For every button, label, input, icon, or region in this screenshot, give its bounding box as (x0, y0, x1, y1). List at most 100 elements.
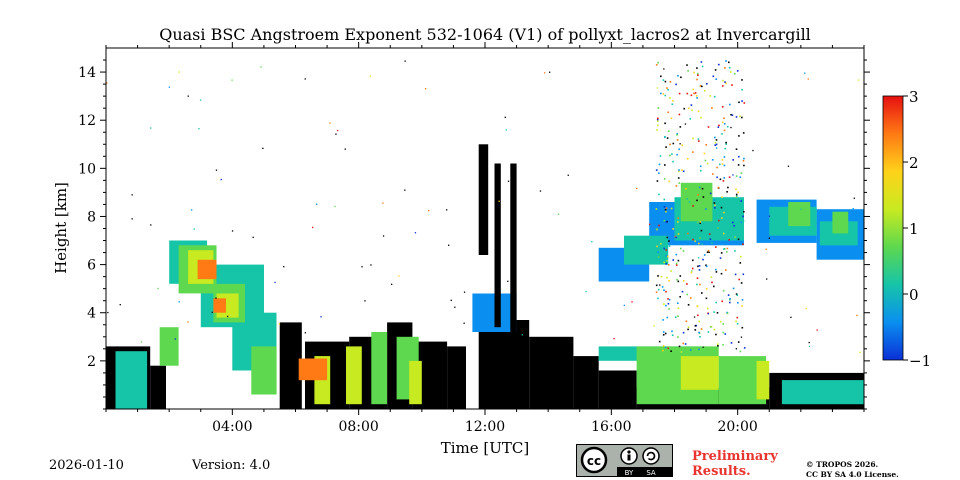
cloud-pixel (662, 345, 665, 347)
cloud-pixel (687, 107, 690, 110)
cloud-pixel (706, 251, 709, 253)
cloud-pixel (671, 153, 673, 155)
cloud-pixel (725, 143, 727, 145)
y-tick-label: 14 (78, 65, 96, 81)
cloud-pixel (666, 236, 669, 239)
cloud-pixel (677, 221, 679, 223)
cloud-pixel (709, 326, 712, 328)
cloud-pixel (671, 103, 674, 105)
cloud-pixel (682, 170, 685, 173)
cloud-pixel (714, 207, 716, 209)
cloud-pixel (671, 330, 673, 333)
cloud-pixel (697, 138, 700, 140)
cloud-pixel (728, 176, 731, 178)
cloud-pixel (743, 347, 746, 349)
cloud-pixel (721, 163, 724, 165)
cloud-pixel (736, 195, 738, 197)
cloud-pixel (361, 266, 363, 268)
cloud-pixel (734, 236, 736, 238)
cc-by-label: BY (625, 469, 634, 476)
cloud-pixel (675, 185, 678, 187)
cloud-pixel (742, 132, 745, 134)
heatmap-cell (251, 346, 277, 395)
cloud-pixel (704, 159, 707, 162)
cloud-pixel (717, 345, 719, 347)
cloud-pixel (735, 196, 738, 198)
y-tick-label: 12 (78, 113, 96, 129)
cloud-pixel (676, 133, 679, 135)
license-line-2: CC BY SA 4.0 License. (806, 470, 899, 479)
cloud-pixel (696, 67, 698, 69)
cloud-pixel (664, 164, 666, 166)
cloud-pixel (723, 129, 726, 132)
cloud-pixel (677, 233, 680, 235)
cloud-pixel (679, 275, 682, 277)
x-tick-label: 04:00 (212, 419, 252, 435)
cloud-pixel (658, 163, 661, 166)
cloud-pixel (726, 191, 728, 193)
cloud-pixel (677, 74, 679, 77)
cloud-pixel (231, 230, 234, 232)
cloud-pixel (329, 122, 331, 124)
cloud-pixel (677, 217, 679, 219)
cloud-pixel (703, 152, 706, 155)
cloud-pixel (680, 351, 683, 353)
cloud-pixel (738, 135, 740, 137)
cloud-pixel (591, 241, 593, 243)
cloud-pixel (662, 93, 665, 95)
cloud-pixel (675, 253, 678, 256)
heatmap-cell (781, 380, 864, 405)
cloud-pixel (723, 206, 725, 209)
heatmap-cell (494, 163, 501, 328)
heatmap-cell (680, 356, 719, 390)
heatmap-cell (197, 259, 217, 280)
cloud-pixel (726, 312, 729, 315)
cloud-pixel (707, 126, 710, 128)
cloud-pixel (735, 193, 738, 196)
cloud-pixel (740, 221, 743, 223)
cloud-pixel (700, 328, 703, 330)
cloud-pixel (659, 155, 662, 157)
cloud-pixel (684, 343, 687, 345)
cloud-pixel (728, 66, 731, 69)
heatmap-cell (788, 202, 811, 227)
cloud-pixel (739, 262, 742, 264)
cloud-pixel (677, 280, 680, 283)
cloud-pixel (370, 264, 372, 266)
license-line-1: © TROPOS 2026. (806, 460, 879, 469)
license-note: © TROPOS 2026. CC BY SA 4.0 License. (806, 460, 899, 480)
cloud-pixel (740, 200, 742, 202)
version-label: Version: 4.0 (192, 458, 271, 473)
cloud-pixel (713, 285, 715, 288)
cloud-pixel (585, 290, 587, 293)
cloud-pixel (700, 116, 702, 119)
cc-sa-label: SA (646, 469, 656, 476)
cloud-pixel (699, 228, 702, 230)
heatmap-cell (573, 356, 599, 409)
cloud-pixel (316, 203, 318, 205)
colorbar-tick-label: 1 (909, 220, 919, 238)
cloud-pixel (701, 243, 703, 246)
cloud-pixel (742, 273, 745, 276)
cloud-pixel (672, 142, 675, 145)
cloud-pixel (725, 82, 727, 85)
cloud-pixel (661, 228, 664, 230)
cloud-pixel (718, 219, 720, 222)
cloud-pixel (743, 157, 745, 160)
cloud-pixel (694, 92, 697, 94)
cloud-pixel (737, 302, 739, 304)
cloud-pixel (698, 320, 700, 323)
x-tick-label: 12:00 (465, 419, 505, 435)
cloud-pixel (404, 60, 406, 62)
cloud-pixel (663, 198, 666, 201)
cloud-pixel (727, 186, 729, 189)
cloud-pixel (699, 283, 701, 286)
cloud-pixel (655, 169, 658, 171)
cloud-pixel (454, 306, 456, 308)
cloud-pixel (738, 278, 740, 281)
cloud-pixel (679, 143, 681, 145)
cloud-pixel (191, 209, 193, 211)
cloud-pixel (698, 331, 700, 334)
cloud-pixel (729, 298, 731, 301)
cloud-pixel (665, 210, 667, 213)
